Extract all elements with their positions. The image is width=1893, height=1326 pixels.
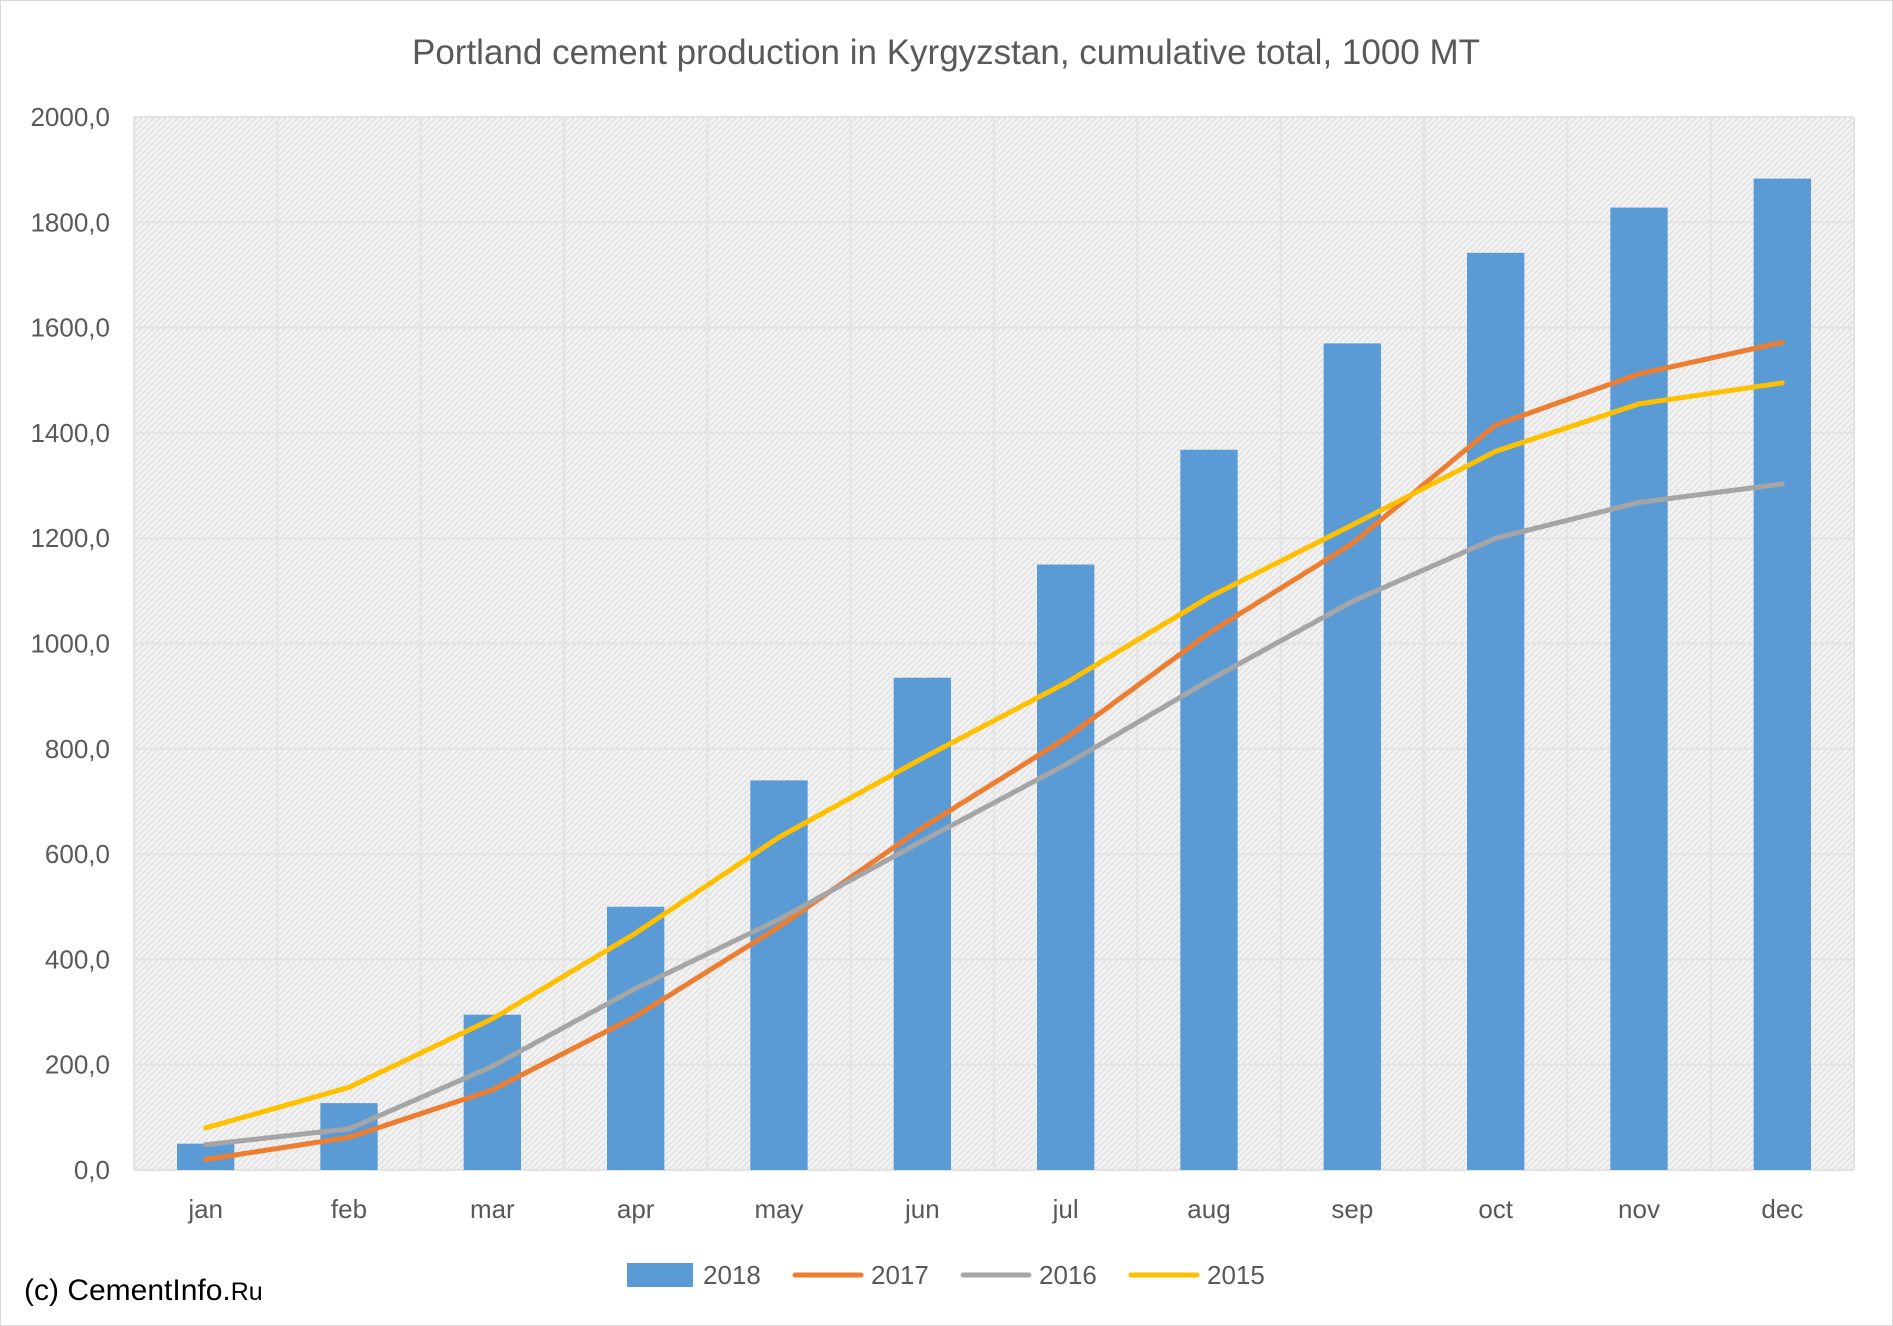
- y-tick-label: 200,0: [45, 1050, 110, 1080]
- bar-2018: [607, 906, 665, 1170]
- y-tick-label: 2000,0: [30, 102, 110, 132]
- y-tick-label: 1200,0: [30, 523, 110, 553]
- y-tick-label: 1400,0: [30, 418, 110, 448]
- bar-2018: [893, 677, 951, 1170]
- legend-swatch-2018: [627, 1263, 693, 1287]
- bar-2018: [1610, 207, 1668, 1171]
- y-tick-label: 1600,0: [30, 313, 110, 343]
- legend-label-2016: 2016: [1039, 1260, 1097, 1290]
- legend-label-2015: 2015: [1207, 1260, 1265, 1290]
- y-tick-label: 800,0: [45, 734, 110, 764]
- legend-label-2017: 2017: [871, 1260, 929, 1290]
- chart-title: Portland cement production in Kyrgyzstan…: [412, 33, 1480, 72]
- line-2017: [203, 339, 1785, 1162]
- x-tick-label: nov: [1618, 1194, 1660, 1224]
- x-tick-label: apr: [617, 1194, 655, 1224]
- x-axis-tick-labels: jan feb mar apr may jun jul aug sep oct nov dec: [187, 1194, 1803, 1224]
- bar-2018: [1323, 343, 1381, 1170]
- credit-text: (c) CementInfo.Ru: [24, 1274, 263, 1308]
- bar-2018: [1037, 564, 1095, 1170]
- x-tick-label: jul: [1052, 1194, 1079, 1224]
- line-2015: [203, 380, 1785, 1131]
- x-tick-label: dec: [1761, 1194, 1803, 1224]
- gridlines: [133, 116, 1855, 1171]
- bar-2018: [1180, 449, 1238, 1170]
- bar-2018: [1467, 252, 1525, 1170]
- credit-main: (c) CementInfo.: [24, 1274, 231, 1307]
- x-tick-label: jan: [187, 1194, 223, 1224]
- legend-label-2018: 2018: [703, 1260, 761, 1290]
- x-tick-label: may: [754, 1194, 803, 1224]
- x-tick-label: feb: [331, 1194, 367, 1224]
- line-2016: [203, 481, 1785, 1148]
- y-tick-label: 0,0: [74, 1155, 110, 1185]
- credit-suffix: Ru: [230, 1278, 263, 1306]
- y-tick-label: 600,0: [45, 839, 110, 869]
- y-tick-label: 400,0: [45, 944, 110, 974]
- x-tick-label: aug: [1187, 1194, 1230, 1224]
- x-tick-label: oct: [1478, 1194, 1513, 1224]
- bar-2018: [1753, 178, 1811, 1171]
- y-tick-label: 1000,0: [30, 629, 110, 659]
- x-tick-label: mar: [470, 1194, 515, 1224]
- bar-2018: [750, 780, 808, 1170]
- x-tick-label: jun: [904, 1194, 940, 1224]
- x-tick-label: sep: [1331, 1194, 1373, 1224]
- legend: 2018 2017 2016 2015: [627, 1260, 1265, 1290]
- y-tick-label: 1800,0: [30, 207, 110, 237]
- line-series: [203, 339, 1785, 1162]
- y-axis-tick-labels: 0,0 200,0 400,0 600,0 800,0 1000,0 1200,0 1400,…: [30, 102, 110, 1185]
